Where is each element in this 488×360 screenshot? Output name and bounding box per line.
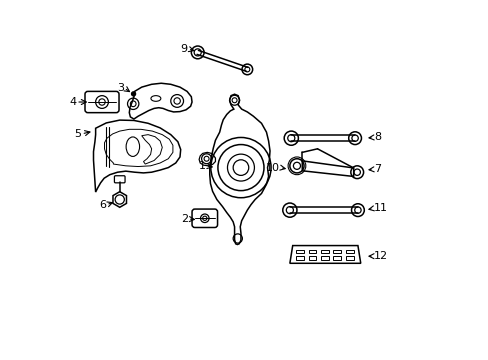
Text: 5: 5	[74, 129, 81, 139]
Text: 1: 1	[198, 161, 205, 171]
Bar	[296, 256, 304, 260]
Text: 11: 11	[373, 203, 387, 213]
Text: 6: 6	[99, 200, 106, 210]
Text: 12: 12	[373, 251, 387, 261]
Bar	[308, 256, 316, 260]
Bar	[296, 250, 304, 253]
Text: 7: 7	[373, 165, 380, 174]
Text: 3: 3	[117, 83, 124, 93]
Bar	[345, 256, 353, 260]
Bar	[321, 256, 328, 260]
Bar	[321, 250, 328, 253]
Circle shape	[131, 92, 135, 96]
Text: 4: 4	[69, 97, 76, 107]
Text: 10: 10	[265, 163, 279, 172]
Bar	[333, 250, 341, 253]
Bar	[308, 250, 316, 253]
Bar	[345, 250, 353, 253]
Text: 9: 9	[180, 44, 187, 54]
Text: 8: 8	[373, 132, 380, 143]
Bar	[333, 256, 341, 260]
Text: 2: 2	[180, 214, 187, 224]
